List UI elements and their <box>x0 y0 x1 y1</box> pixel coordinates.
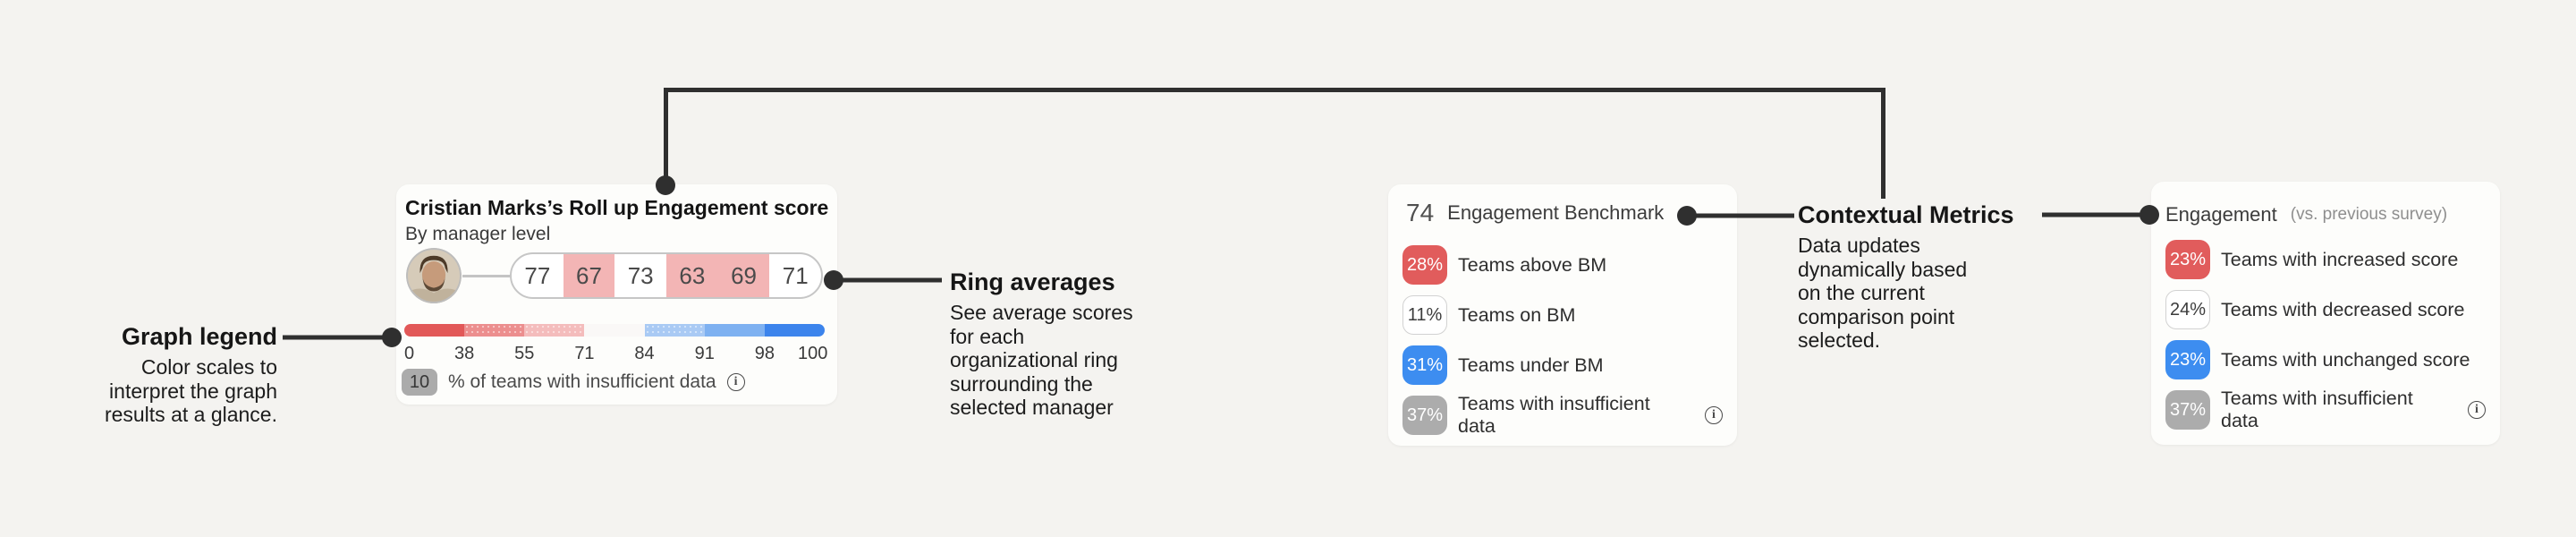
rollup-card-title: Cristian Marks’s Roll up Engagement scor… <box>405 196 829 219</box>
ring-cell: 73 <box>627 261 654 289</box>
metric-row: 23% Teams with unchanged score <box>2165 340 2486 379</box>
annotation-line: comparison point <box>1798 304 1955 328</box>
annotation-body: Data updates dynamically based on the cu… <box>1798 234 2014 353</box>
scale-segment <box>524 324 585 337</box>
engagement-benchmark-card: 74 Engagement Benchmark 28% Teams above … <box>1388 184 1737 446</box>
insufficient-data-label: % of teams with insufficient data <box>448 371 716 392</box>
annotation-line: on the current <box>1798 281 1925 304</box>
rollup-card-subtitle: By manager level <box>405 224 551 244</box>
percent-badge: 23% <box>2165 240 2210 279</box>
percent-badge: 24% <box>2165 290 2210 329</box>
rollup-engagement-card: Cristian Marks’s Roll up Engagement scor… <box>396 184 837 405</box>
annotation-body: Color scales to interpret the graph resu… <box>105 355 277 427</box>
metric-row: 11% Teams on BM <box>1402 295 1723 335</box>
metric-row: 23% Teams with increased score <box>2165 240 2486 279</box>
metric-row: 24% Teams with decreased score <box>2165 290 2486 329</box>
percent-badge: 28% <box>1402 245 1447 285</box>
insufficient-data-legend: 10 % of teams with insufficient data <box>402 369 745 396</box>
metric-row-label: Teams with insufficient data <box>1458 393 1650 437</box>
annotation-line: Data updates <box>1798 234 1920 257</box>
manager-avatar-image <box>406 248 462 303</box>
metric-row-label: Teams above BM <box>1458 253 1607 276</box>
metric-row: 28% Teams above BM <box>1402 245 1723 285</box>
info-icon[interactable] <box>726 373 745 391</box>
comparison-title: Engagement <box>2165 203 2277 226</box>
top-connector-line <box>664 88 1885 199</box>
scale-segment <box>584 324 645 337</box>
ring-averages-pill: 77 67 73 63 69 71 <box>510 252 823 299</box>
metric-row-label: Teams on BM <box>1458 303 1576 326</box>
manager-avatar[interactable] <box>406 248 462 303</box>
scale-tick: 98 <box>754 344 775 363</box>
benchmark-title: Engagement Benchmark <box>1447 201 1665 224</box>
percent-badge: 37% <box>2165 390 2210 430</box>
metric-row: 37% Teams with insufficient data <box>1402 393 1723 437</box>
scale-tick: 38 <box>454 344 475 363</box>
info-icon[interactable] <box>2468 401 2486 419</box>
annotation-line: interpret the graph <box>109 379 277 403</box>
annotation-line: dynamically based <box>1798 257 1968 281</box>
percent-badge: 11% <box>1402 295 1447 335</box>
scale-tick: 0 <box>404 344 415 363</box>
annotation-line: results at a glance. <box>104 403 277 426</box>
benchmark-score: 74 <box>1406 199 1435 226</box>
metric-row: 31% Teams under BM <box>1402 345 1723 385</box>
annotation-title: Ring averages <box>950 268 1115 295</box>
metric-row-label: Teams with decreased score <box>2221 298 2465 320</box>
comparison-header: Engagement (vs. previous survey) <box>2165 199 2486 231</box>
metric-row-label: Teams under BM <box>1458 354 1604 376</box>
engagement-comparison-card: Engagement (vs. previous survey) 23% Tea… <box>2151 182 2500 445</box>
annotation-title: Graph legend <box>121 323 277 350</box>
graph-legend-annotation: Graph legend Color scales to interpret t… <box>105 323 277 427</box>
scale-tick: 71 <box>574 344 595 363</box>
annotation-line: organizational ring <box>950 348 1118 371</box>
insufficient-data-badge: 10 <box>402 369 437 396</box>
annotation-line: for each <box>950 324 1025 348</box>
metric-row-label: Teams with insufficient data <box>2221 388 2413 431</box>
info-icon[interactable] <box>1705 406 1723 424</box>
scale-segment <box>404 324 465 337</box>
annotation-body: See average scores for each organization… <box>950 301 1133 420</box>
annotation-title: Contextual Metrics <box>1798 201 2014 228</box>
scale-segment <box>764 324 825 337</box>
percent-badge: 37% <box>1402 396 1447 435</box>
scale-tick: 100 <box>797 344 828 363</box>
annotation-line: surrounding the <box>950 371 1093 396</box>
scale-tick: 84 <box>634 344 655 363</box>
annotation-line: Color scales to <box>140 355 277 379</box>
contextual-metrics-annotation: Contextual Metrics Data updates dynamica… <box>1798 201 2014 353</box>
color-scale-ticks: 0 38 55 71 84 91 98 100 <box>404 344 828 365</box>
annotation-line: See average scores <box>950 301 1133 324</box>
annotation-line: selected manager <box>950 396 1114 419</box>
metric-row-label: Teams with increased score <box>2221 248 2459 270</box>
comparison-subtitle: (vs. previous survey) <box>2290 205 2448 224</box>
scale-segment <box>464 324 525 337</box>
ring-cell: 77 <box>524 261 551 289</box>
percent-badge: 31% <box>1402 345 1447 385</box>
ring-cell: 67 <box>563 254 615 297</box>
scale-tick: 91 <box>694 344 715 363</box>
avatar-pill-connector-line <box>462 275 510 277</box>
scale-segment <box>644 324 705 337</box>
ring-cell: 69 <box>717 254 770 297</box>
scale-tick: 55 <box>514 344 535 363</box>
ring-cell: 71 <box>782 261 809 289</box>
ring-cell: 63 <box>666 254 718 297</box>
annotation-line: selected. <box>1798 328 1881 352</box>
benchmark-header: 74 Engagement Benchmark <box>1406 197 1723 229</box>
ring-averages-annotation: Ring averages See average scores for eac… <box>950 268 1133 420</box>
color-scale-bar <box>404 324 825 337</box>
metric-row: 37% Teams with insufficient data <box>2165 388 2486 431</box>
metric-row-label: Teams with unchanged score <box>2221 348 2470 371</box>
percent-badge: 23% <box>2165 340 2210 379</box>
scale-segment <box>704 324 765 337</box>
